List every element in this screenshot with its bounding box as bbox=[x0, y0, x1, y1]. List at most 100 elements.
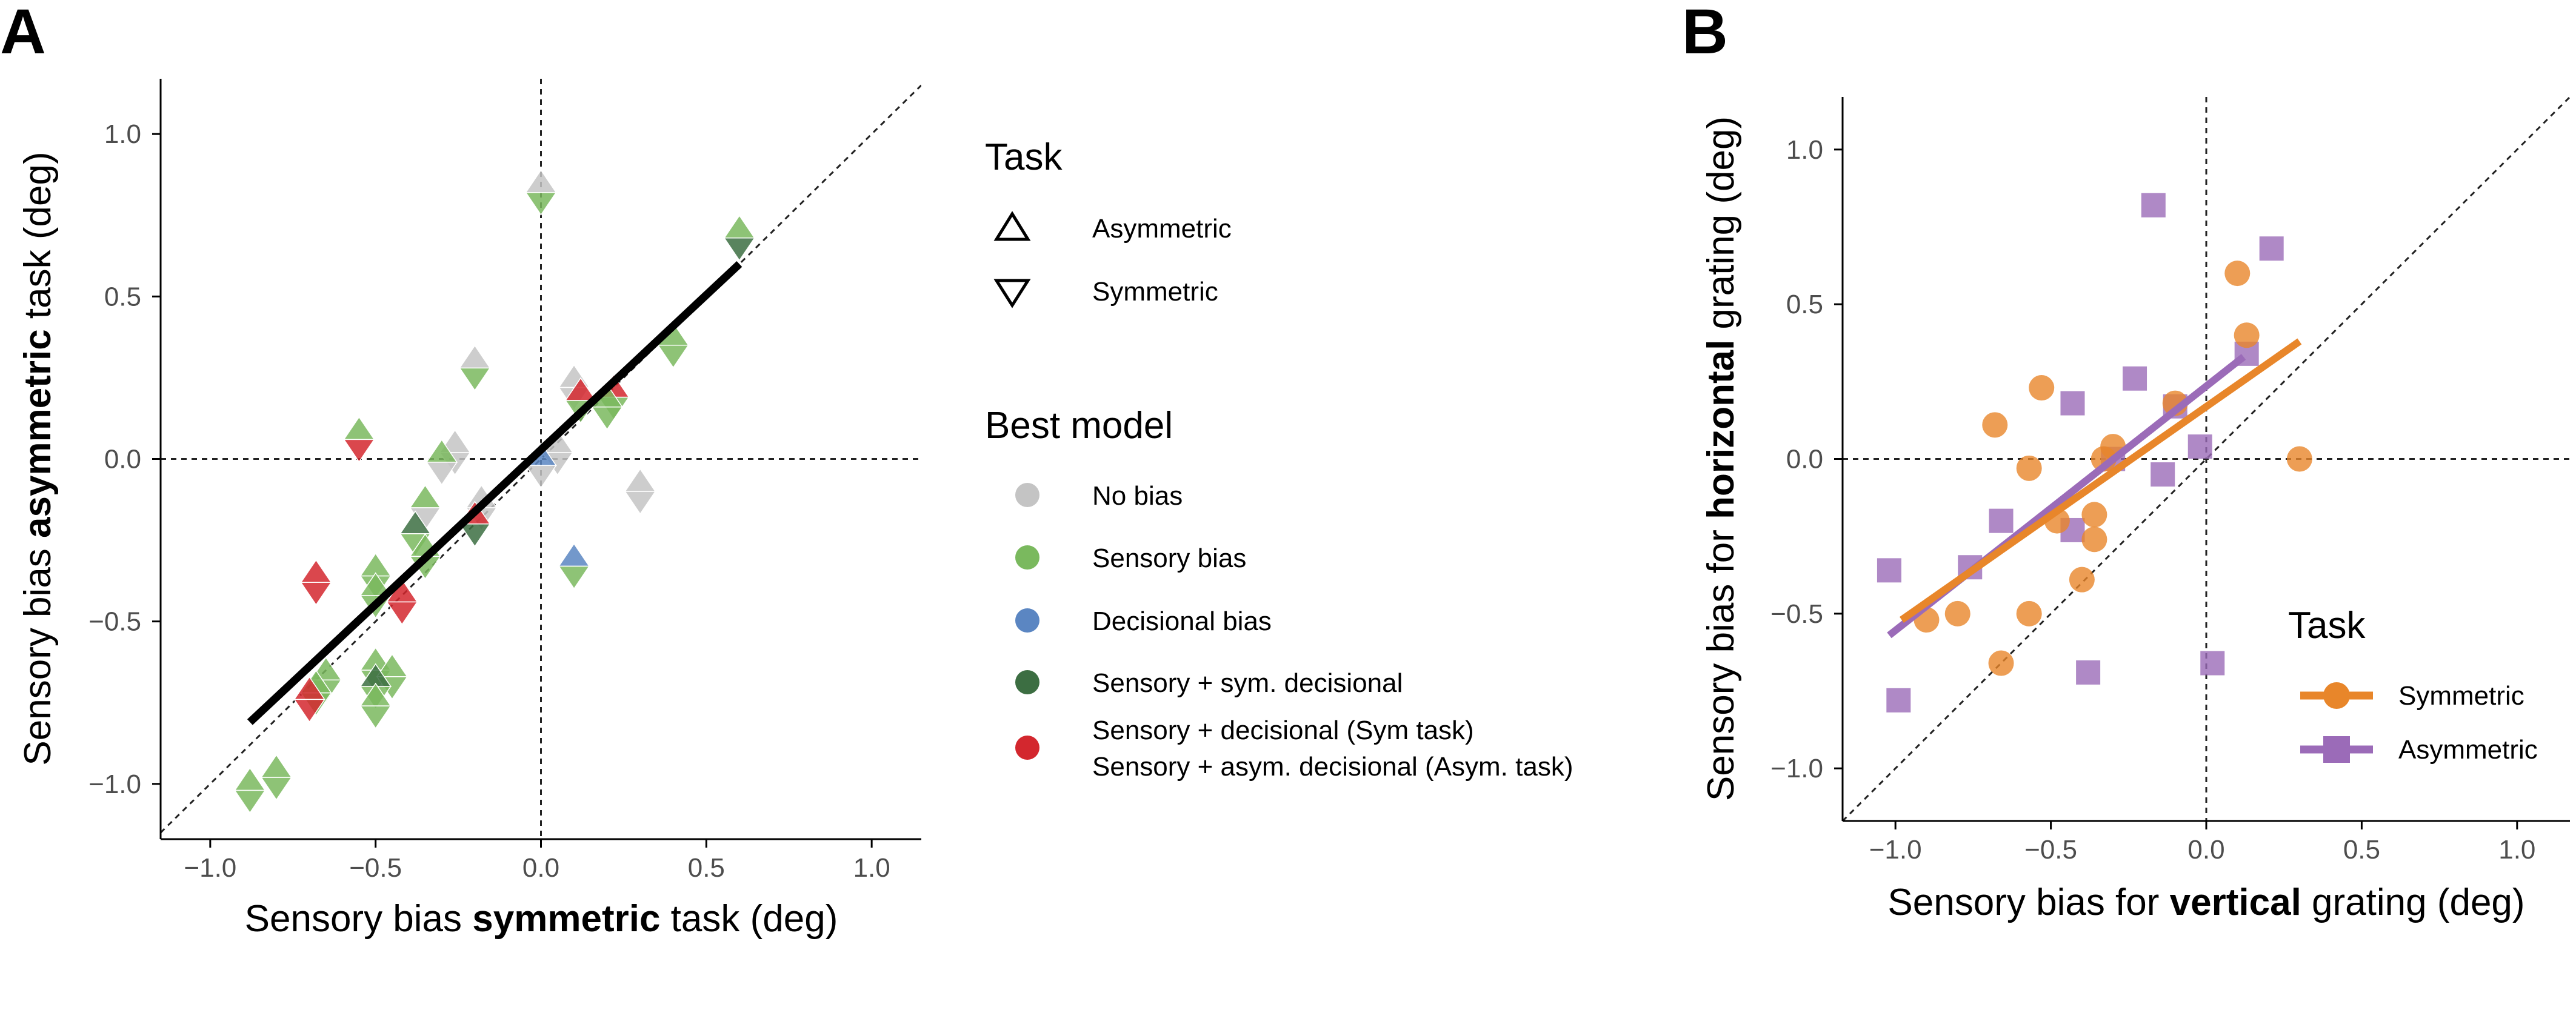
x-axis-title: Sensory bias for vertical grating (deg) bbox=[1887, 882, 2524, 923]
legend-sensory-asym-icon bbox=[1015, 736, 1039, 760]
data-point bbox=[293, 676, 325, 723]
y-axis-title: Sensory bias for horizontal grating (deg… bbox=[1700, 116, 1742, 801]
identity-line bbox=[161, 84, 921, 834]
legend-decisional-bias-icon bbox=[1015, 608, 1039, 633]
triangle-down-icon bbox=[525, 465, 557, 489]
legend-sensory-sym: Sensory + sym. decisional bbox=[1092, 668, 1403, 698]
y-tick-label: −1.0 bbox=[88, 769, 141, 799]
y-tick-label: 1.0 bbox=[1786, 135, 1823, 165]
y-axis-ticks: −1.0 −0.5 0.0 0.5 1.0 bbox=[88, 119, 161, 799]
symmetric-point bbox=[2016, 455, 2042, 481]
symmetric-point bbox=[1988, 650, 2014, 676]
asymmetric-point bbox=[2200, 651, 2225, 676]
legend-symmetric-icon bbox=[2323, 682, 2350, 709]
x-tick-label: −1.0 bbox=[184, 853, 236, 883]
legend-panel-a: Task Asymmetric Symmetric Best model No … bbox=[985, 136, 1573, 782]
y-tick-label: 0.5 bbox=[1786, 290, 1823, 319]
symmetric-point bbox=[2029, 375, 2055, 401]
y-tick-label: 1.0 bbox=[104, 119, 141, 149]
symmetric-fit-line bbox=[1899, 338, 2302, 623]
symmetric-point bbox=[2016, 600, 2042, 626]
symmetric-point bbox=[2081, 527, 2107, 553]
x-tick-label: −1.0 bbox=[1869, 835, 1922, 865]
symmetric-point bbox=[2069, 566, 2095, 593]
triangle-down-icon bbox=[657, 345, 690, 369]
symmetric-point bbox=[1982, 412, 2008, 438]
y-tick-label: 0.0 bbox=[1786, 445, 1823, 474]
data-point bbox=[425, 439, 458, 486]
triangle-down-icon bbox=[458, 367, 491, 391]
triangle-up-icon bbox=[525, 169, 557, 193]
asymmetric-point bbox=[2060, 391, 2085, 416]
triangle-up-icon bbox=[558, 543, 590, 567]
panel-b-reference-lines bbox=[1843, 97, 2570, 821]
panel-a-points bbox=[233, 169, 756, 814]
asymmetric-point bbox=[2141, 193, 2166, 218]
legend-sensory-sym-icon bbox=[1015, 670, 1039, 694]
y-axis-ticks: −1.0 −0.5 0.0 0.5 1.0 bbox=[1770, 135, 1843, 783]
triangle-down-icon bbox=[359, 705, 392, 729]
data-point bbox=[300, 559, 332, 606]
x-axis-ticks: −1.0 −0.5 0.0 0.5 1.0 bbox=[184, 839, 890, 883]
triangle-up-icon bbox=[233, 767, 266, 791]
legend-task-title: Task bbox=[985, 136, 1063, 178]
x-axis-ticks: −1.0 −0.5 0.0 0.5 1.0 bbox=[1869, 821, 2535, 865]
identity-line bbox=[1843, 97, 2570, 821]
legend-no-bias: No bias bbox=[1092, 481, 1183, 511]
symmetric-point bbox=[2224, 261, 2251, 287]
triangle-up-icon bbox=[300, 559, 332, 583]
legend-task-asymmetric: Asymmetric bbox=[1092, 214, 1232, 244]
legend-model-title: Best model bbox=[985, 405, 1173, 447]
triangle-down-icon bbox=[233, 789, 266, 814]
panel-a-letter: A bbox=[0, 0, 46, 67]
x-tick-label: 1.0 bbox=[853, 853, 890, 883]
triangle-down-icon bbox=[385, 601, 418, 625]
x-tick-label: 0.5 bbox=[2343, 835, 2380, 865]
symmetric-point bbox=[2286, 446, 2312, 472]
legend-task-symmetric: Symmetric bbox=[1092, 277, 1218, 307]
asymmetric-point bbox=[1989, 508, 2014, 533]
triangle-up-icon bbox=[993, 211, 1031, 241]
panel-b-points bbox=[1877, 193, 2312, 713]
asymmetric-point bbox=[1877, 558, 1901, 583]
triangle-up-icon bbox=[624, 468, 656, 492]
triangle-down-icon bbox=[624, 491, 656, 515]
legend-symmetric: Symmetric bbox=[2398, 681, 2524, 711]
y-tick-label: −1.0 bbox=[1770, 754, 1823, 783]
triangle-down-icon bbox=[300, 582, 332, 606]
asymmetric-point bbox=[2123, 366, 2147, 391]
asymmetric-point bbox=[1886, 688, 1911, 713]
triangle-down-icon bbox=[993, 279, 1031, 308]
data-point bbox=[260, 754, 293, 801]
panel-a: A −1.0 −0.5 0.0 0.5 1.0 −1.0 −0.5 0.0 0.5 1.0 Se… bbox=[0, 0, 921, 940]
asymmetric-point bbox=[2259, 236, 2284, 261]
asymmetric-point bbox=[2076, 660, 2101, 685]
data-point bbox=[624, 468, 656, 515]
triangle-up-icon bbox=[409, 484, 441, 508]
panel-b-fit-lines bbox=[1887, 338, 2302, 639]
legend-asymmetric: Asymmetric bbox=[2398, 735, 2538, 765]
triangle-down-icon bbox=[558, 565, 590, 590]
x-tick-label: 1.0 bbox=[2498, 835, 2535, 865]
y-tick-label: 0.5 bbox=[104, 282, 141, 311]
x-tick-label: 0.0 bbox=[522, 853, 559, 883]
x-tick-label: −0.5 bbox=[2024, 835, 2077, 865]
data-point bbox=[558, 543, 590, 590]
triangle-down-icon bbox=[525, 191, 557, 216]
triangle-up-icon bbox=[260, 754, 293, 778]
data-point bbox=[723, 214, 756, 262]
x-axis-title: Sensory bias symmetric task (deg) bbox=[245, 898, 838, 940]
triangle-down-icon bbox=[458, 523, 491, 548]
y-tick-label: −0.5 bbox=[88, 607, 141, 637]
legend-sensory-bias-icon bbox=[1015, 545, 1039, 570]
triangle-down-icon bbox=[591, 406, 624, 431]
fit-line bbox=[247, 261, 742, 725]
panel-b-letter: B bbox=[1682, 0, 1728, 67]
legend-panel-b: Task Symmetric Asymmetric bbox=[2288, 605, 2538, 765]
legend-asymmetric-icon bbox=[2323, 736, 2350, 763]
triangle-up-icon bbox=[458, 344, 491, 369]
x-tick-label: 0.0 bbox=[2187, 835, 2224, 865]
legend-sensory-asym-line1: Sensory + decisional (Sym task) bbox=[1092, 716, 1474, 745]
triangle-up-icon bbox=[723, 214, 756, 239]
